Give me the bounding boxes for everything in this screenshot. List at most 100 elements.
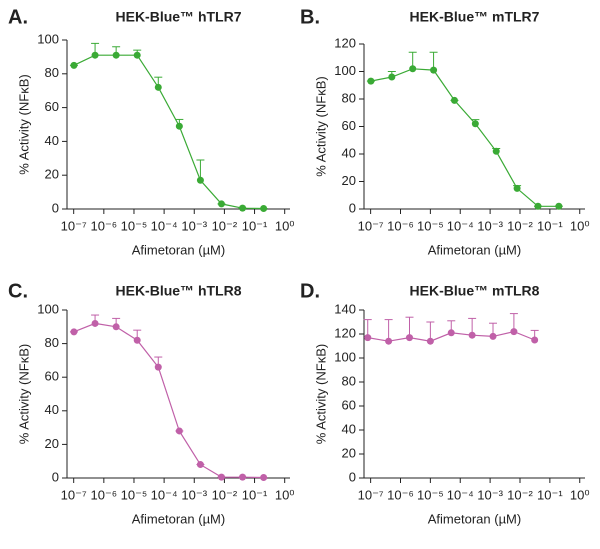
x-tick-label: 10⁻³ <box>477 487 503 502</box>
data-line <box>370 68 559 207</box>
y-tick-label: 40 <box>45 402 59 417</box>
x-tick-label: 10⁻⁶ <box>387 218 414 233</box>
data-point <box>447 329 455 337</box>
y-tick-label: 100 <box>37 31 59 46</box>
data-point <box>468 331 476 339</box>
data-point <box>450 96 458 104</box>
x-tick-label: 10⁻¹ <box>242 218 268 233</box>
y-axis-label: % Activity (NFκB) <box>16 344 31 444</box>
panel-label: A. <box>8 6 28 28</box>
x-tick-label: 10⁻⁷ <box>61 218 87 233</box>
y-tick-label: 100 <box>334 63 356 78</box>
x-tick-label: 10⁰ <box>275 487 295 502</box>
x-tick-label: 10⁻² <box>212 218 238 233</box>
x-tick-label: 10⁻¹ <box>242 487 268 502</box>
x-tick-label: 10⁰ <box>570 487 590 502</box>
data-point <box>388 73 396 81</box>
x-axis-label: Afimetoran (µM) <box>428 242 521 257</box>
data-line <box>73 54 264 210</box>
y-tick-label: 20 <box>342 173 356 188</box>
data-point <box>133 51 141 59</box>
y-tick-label: 20 <box>45 436 59 451</box>
data-point <box>175 122 183 130</box>
y-tick-label: 60 <box>45 99 59 114</box>
x-tick-label: 10⁻¹ <box>537 487 563 502</box>
data-point <box>430 66 438 74</box>
panel-label: D. <box>300 280 320 302</box>
y-axis-label: % Activity (NFκB) <box>16 74 31 174</box>
x-tick-label: 10⁻⁴ <box>151 218 178 233</box>
x-tick-label: 10⁻⁴ <box>151 487 178 502</box>
y-tick-label: 100 <box>37 301 59 316</box>
data-point <box>154 83 162 91</box>
y-tick-label: 0 <box>52 469 59 484</box>
chart-title: HEK-Blue™ mTLR8 <box>410 283 540 299</box>
data-point <box>534 202 542 210</box>
data-point <box>239 473 247 481</box>
chart-title: HEK-Blue™ mTLR7 <box>410 9 540 25</box>
data-point <box>175 427 183 435</box>
x-tick-label: 10⁻⁷ <box>358 487 384 502</box>
x-tick-label: 10⁻⁶ <box>387 487 414 502</box>
data-line <box>73 322 264 479</box>
y-tick-label: 40 <box>342 145 356 160</box>
y-tick-label: 60 <box>342 397 356 412</box>
data-point <box>405 334 413 342</box>
data-point <box>426 337 434 345</box>
x-tick-label: 10⁻⁷ <box>61 487 87 502</box>
panel-label: C. <box>8 280 28 302</box>
chart-title: HEK-Blue™ hTLR8 <box>116 283 242 299</box>
x-tick-label: 10⁻² <box>507 218 533 233</box>
y-tick-label: 40 <box>342 421 356 436</box>
data-point <box>513 184 521 192</box>
y-tick-label: 120 <box>334 35 356 50</box>
x-tick-label: 10⁻³ <box>477 218 503 233</box>
data-point <box>70 61 78 69</box>
data-point <box>112 51 120 59</box>
data-point <box>217 200 225 208</box>
y-tick-label: 140 <box>334 301 356 316</box>
x-tick-label: 10⁻⁷ <box>358 218 384 233</box>
x-tick-label: 10⁻⁵ <box>121 487 148 502</box>
data-point <box>409 65 417 73</box>
x-tick-label: 10⁻⁴ <box>447 487 474 502</box>
data-point <box>492 147 500 155</box>
data-point <box>260 204 268 212</box>
data-point <box>489 332 497 340</box>
data-point <box>70 328 78 336</box>
x-axis-label: Afimetoran (µM) <box>132 242 225 257</box>
y-tick-label: 60 <box>342 118 356 133</box>
data-point <box>217 473 225 481</box>
data-point <box>367 77 375 85</box>
data-point <box>260 473 268 481</box>
panel-label: B. <box>300 6 320 28</box>
y-tick-label: 80 <box>342 373 356 388</box>
x-tick-label: 10⁻⁴ <box>447 218 474 233</box>
data-point <box>91 51 99 59</box>
y-tick-label: 60 <box>45 369 59 384</box>
data-point <box>196 176 204 184</box>
x-tick-label: 10⁻⁵ <box>121 218 148 233</box>
data-point <box>531 336 539 344</box>
data-point <box>510 328 518 336</box>
x-tick-label: 10⁻⁵ <box>417 487 444 502</box>
y-tick-label: 20 <box>342 445 356 460</box>
data-point <box>239 204 247 212</box>
chart-title: HEK-Blue™ hTLR7 <box>116 9 242 25</box>
y-axis-label: % Activity (NFκB) <box>313 76 328 176</box>
x-tick-label: 10⁻³ <box>181 218 207 233</box>
x-tick-label: 10⁻⁶ <box>90 487 117 502</box>
y-tick-label: 80 <box>45 335 59 350</box>
x-tick-label: 10⁻⁶ <box>90 218 117 233</box>
y-axis-label: % Activity (NFκB) <box>313 344 328 444</box>
data-point <box>364 334 372 342</box>
data-point <box>91 319 99 327</box>
x-axis-label: Afimetoran (µM) <box>428 511 521 526</box>
x-tick-label: 10⁻¹ <box>537 218 563 233</box>
x-tick-label: 10⁻² <box>507 487 533 502</box>
data-point <box>133 336 141 344</box>
data-point <box>555 202 563 210</box>
x-axis-label: Afimetoran (µM) <box>132 511 225 526</box>
y-tick-label: 0 <box>349 200 356 215</box>
